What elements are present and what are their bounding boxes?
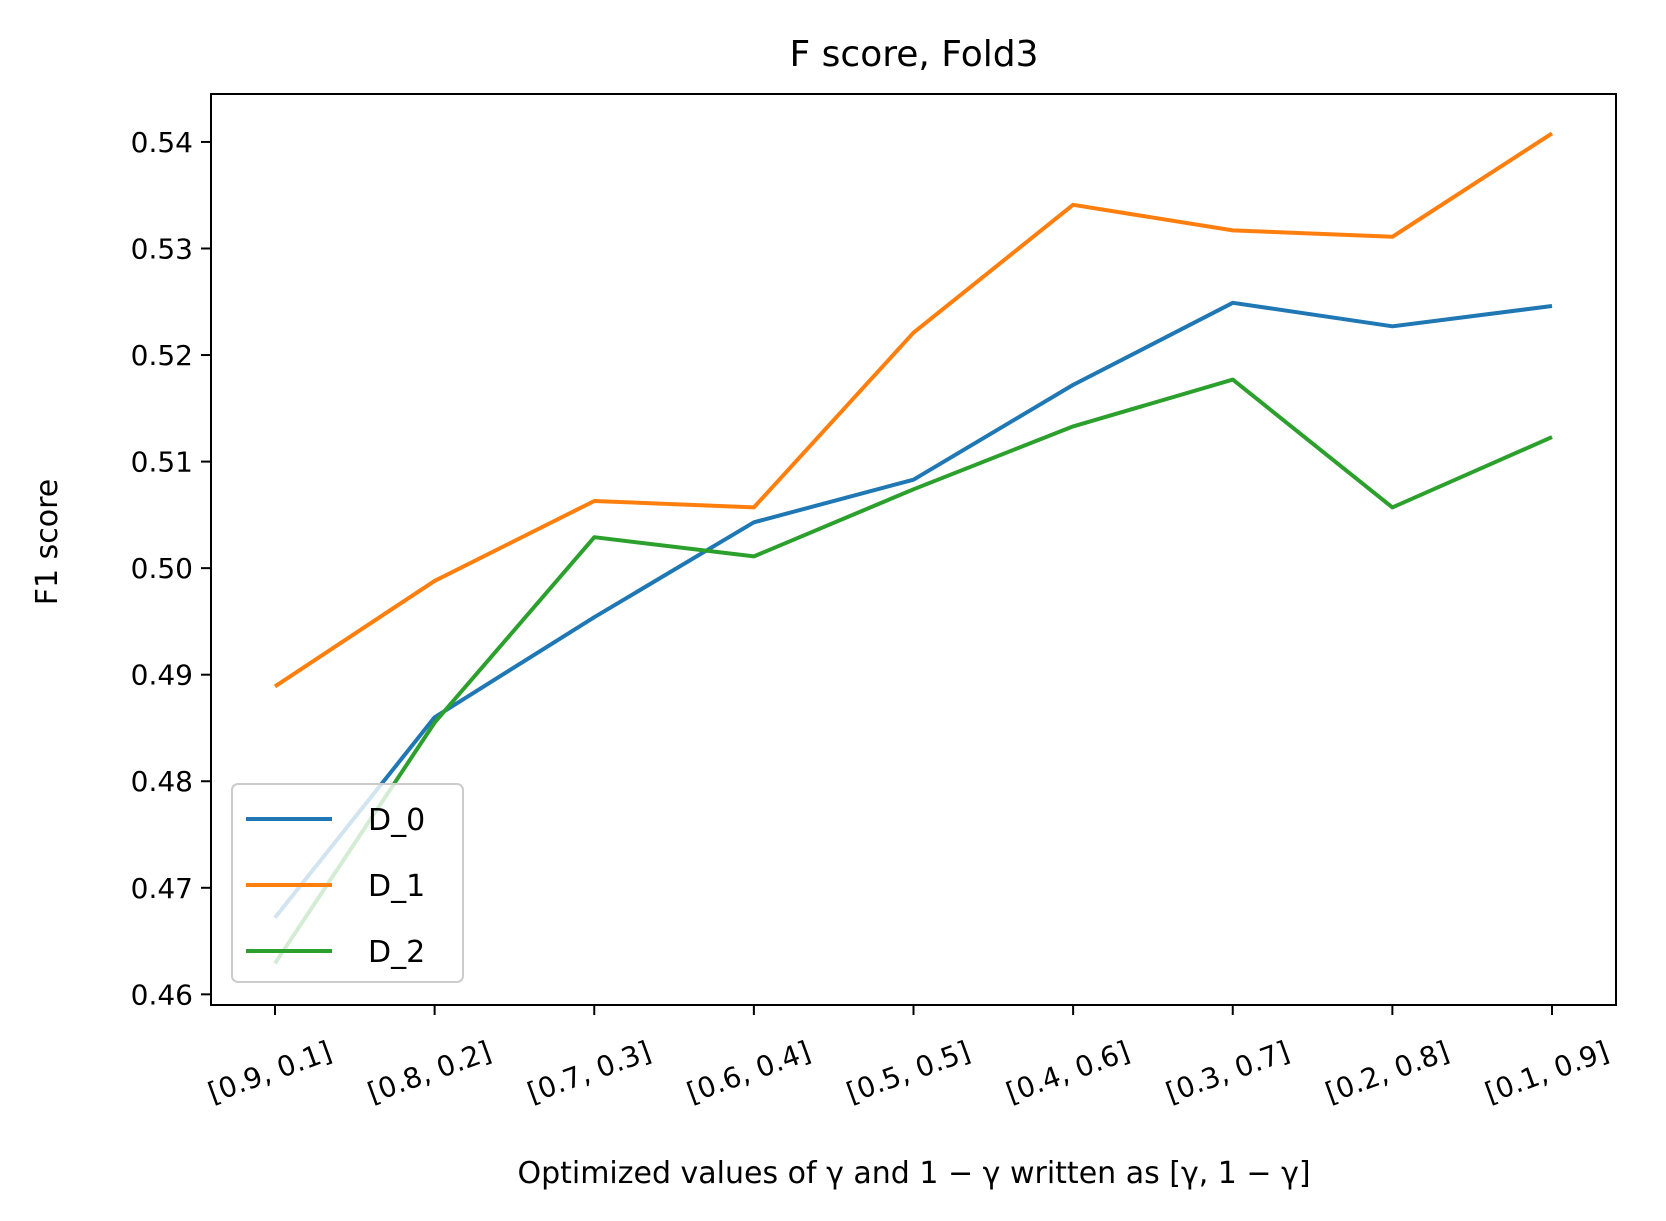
legend-label-1: D_1 xyxy=(368,869,425,904)
y-tick-label: 0.48 xyxy=(131,765,193,798)
y-tick-label: 0.52 xyxy=(131,339,193,372)
x-tick-label: [0.5, 0.5] xyxy=(842,1035,974,1110)
legend-box xyxy=(231,783,464,983)
plot-lines xyxy=(273,131,1554,965)
x-tick-label: [0.9, 0.1] xyxy=(204,1035,336,1110)
y-tick-label: 0.54 xyxy=(131,126,193,159)
y-axis-label: F1 score xyxy=(30,479,65,606)
x-tick-label: [0.3, 0.7] xyxy=(1161,1035,1293,1110)
y-tick-label: 0.53 xyxy=(131,232,193,265)
y-tick-label: 0.49 xyxy=(131,659,193,692)
x-tick-label: [0.8, 0.2] xyxy=(363,1035,495,1110)
y-tick-label: 0.51 xyxy=(131,446,193,479)
plot-frame xyxy=(210,93,1617,1006)
series-line-0 xyxy=(273,300,1553,919)
y-tick-label: 0.50 xyxy=(131,552,193,585)
legend-label-0: D_0 xyxy=(368,803,425,838)
x-tick-label: [0.7, 0.3] xyxy=(523,1035,655,1110)
series-line-2 xyxy=(273,377,1553,965)
y-tick-label: 0.46 xyxy=(131,978,193,1011)
series-line-1 xyxy=(273,131,1554,689)
x-axis-ticks: [0.9, 0.1] [0.8, 0.2] [0.7, 0.3] [0.6, 0.4]… xyxy=(204,1005,1613,1110)
x-tick-label: [0.6, 0.4] xyxy=(683,1035,815,1110)
y-tick-label: 0.47 xyxy=(131,872,193,905)
x-tick-label: [0.1, 0.9] xyxy=(1481,1035,1613,1110)
x-axis-label: Optimized values of γ and 1 − γ written … xyxy=(517,1156,1310,1191)
y-axis-ticks: 0.46 0.47 0.48 0.49 0.50 0.51 0.52 0.53 0.54 xyxy=(131,126,211,1011)
x-tick-label: [0.4, 0.6] xyxy=(1002,1035,1134,1110)
chart-title: F score, Fold3 xyxy=(790,34,1039,75)
x-tick-label: [0.2, 0.8] xyxy=(1321,1035,1453,1110)
legend-label-2: D_2 xyxy=(368,935,425,970)
legend: D_0 D_1 D_2 xyxy=(231,783,464,983)
